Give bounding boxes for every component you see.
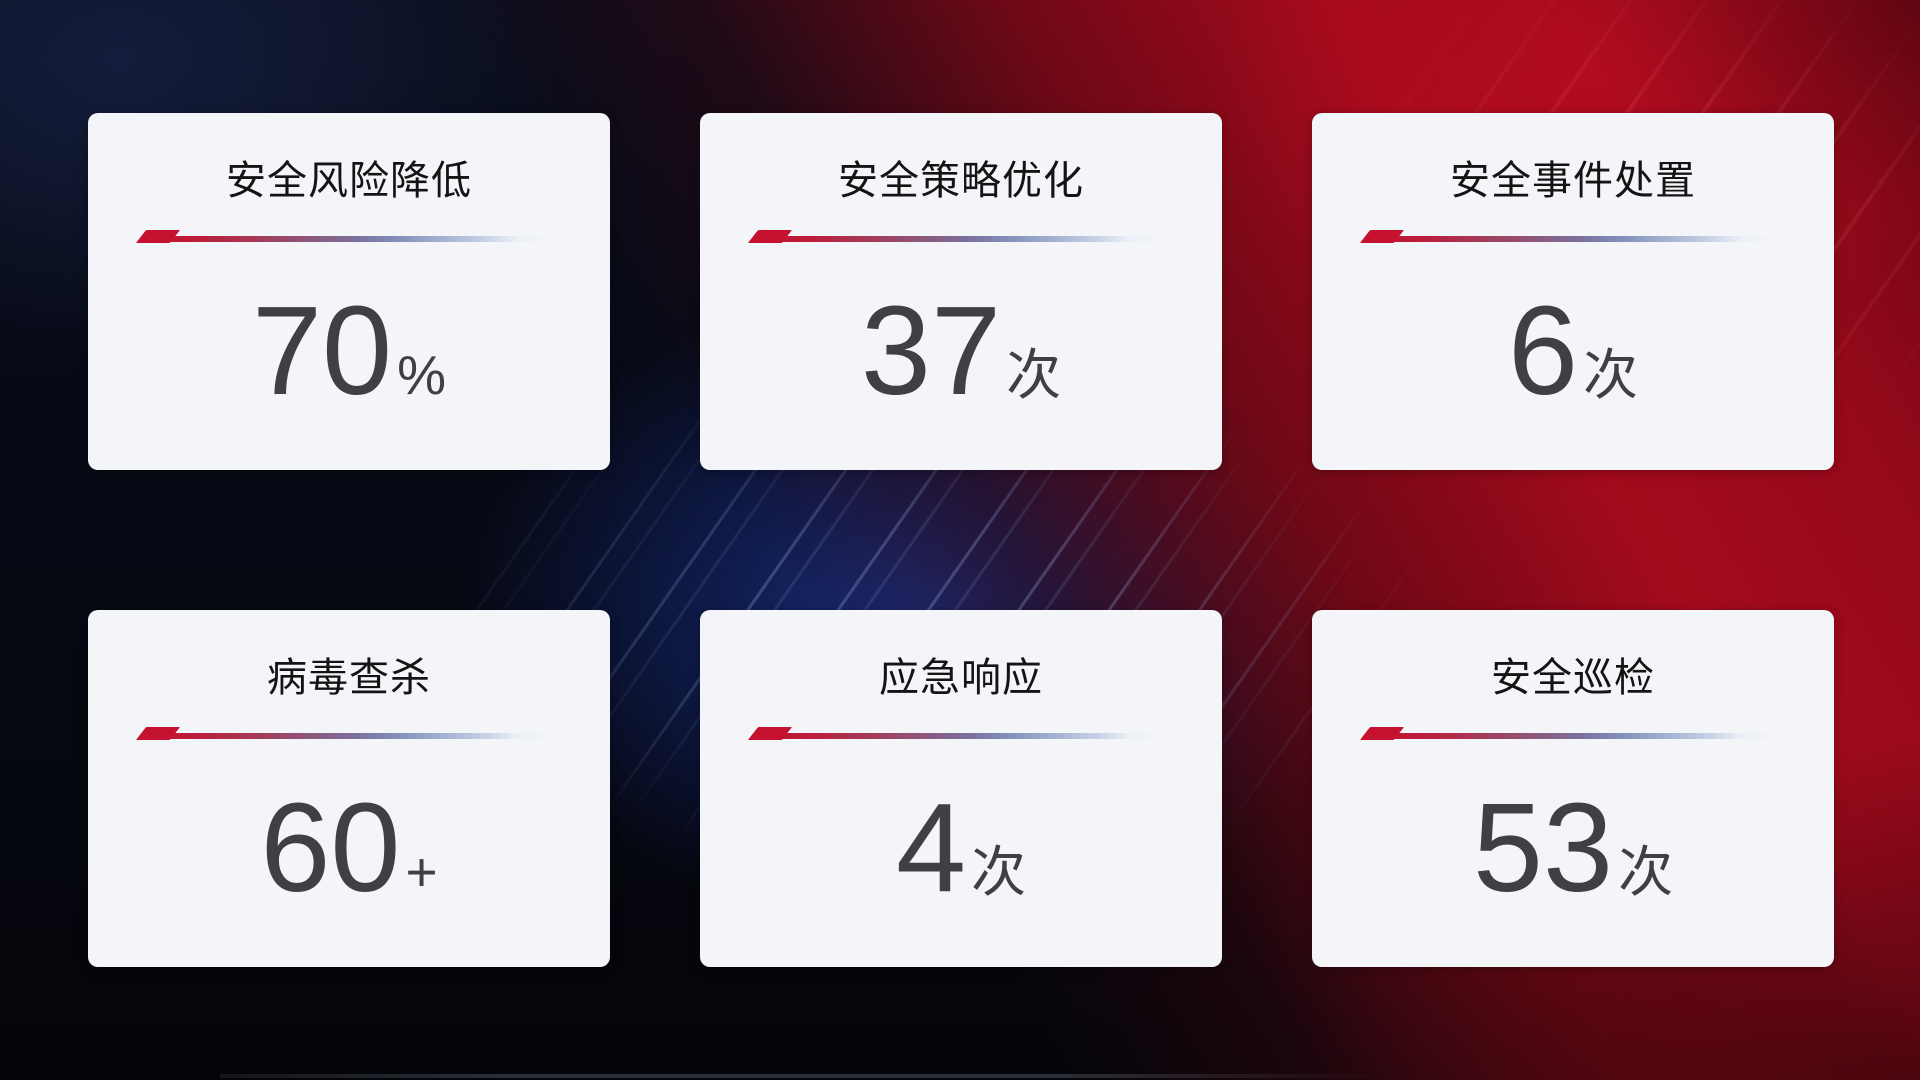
card-title: 安全巡检 [1491,656,1655,700]
card-value-area: 70 % [88,243,610,470]
divider-gradient-bar [149,733,563,739]
card-value: 70 [251,279,393,421]
divider-line [747,726,1175,740]
card-value-area: 37 次 [700,243,1222,470]
card-value-area: 6 次 [1312,243,1834,470]
card-title: 安全策略优化 [838,159,1084,203]
card-unit: 次 [971,840,1027,903]
card-title: 安全风险降低 [226,159,472,203]
stat-card-policy-optimization: 安全策略优化 37 次 [700,113,1222,470]
stat-card-incident-handling: 安全事件处置 6 次 [1312,113,1834,470]
divider-gradient-bar [149,236,563,242]
card-unit: 次 [1618,840,1674,903]
card-value-area: 60 + [88,740,610,967]
card-value-area: 4 次 [700,740,1222,967]
card-unit: 次 [1006,343,1062,406]
card-value: 53 [1472,776,1614,918]
stat-cards-grid: 安全风险降低 70 % 安全策略优化 37 次 [88,113,1834,967]
bottom-edge-strip [220,1074,1380,1078]
divider-line [135,229,563,243]
divider-gradient-bar [1373,733,1787,739]
stat-card-virus-scan: 病毒查杀 60 + [88,610,610,967]
divider-line [135,726,563,740]
stat-card-risk-reduction: 安全风险降低 70 % [88,113,610,470]
card-value: 6 [1507,279,1579,421]
divider-gradient-bar [761,236,1175,242]
card-value: 4 [895,776,967,918]
card-unit: + [405,840,438,903]
card-title: 病毒查杀 [267,656,431,700]
card-title: 安全事件处置 [1450,159,1696,203]
card-value: 37 [860,279,1002,421]
divider-line [747,229,1175,243]
stat-card-security-inspection: 安全巡检 53 次 [1312,610,1834,967]
divider-line [1359,229,1787,243]
divider-gradient-bar [761,733,1175,739]
divider-line [1359,726,1787,740]
card-unit: % [397,343,447,406]
card-value: 60 [260,776,401,918]
card-title: 应急响应 [879,656,1043,700]
stat-card-emergency-response: 应急响应 4 次 [700,610,1222,967]
card-unit: 次 [1583,343,1639,406]
card-value-area: 53 次 [1312,740,1834,967]
divider-gradient-bar [1373,236,1787,242]
